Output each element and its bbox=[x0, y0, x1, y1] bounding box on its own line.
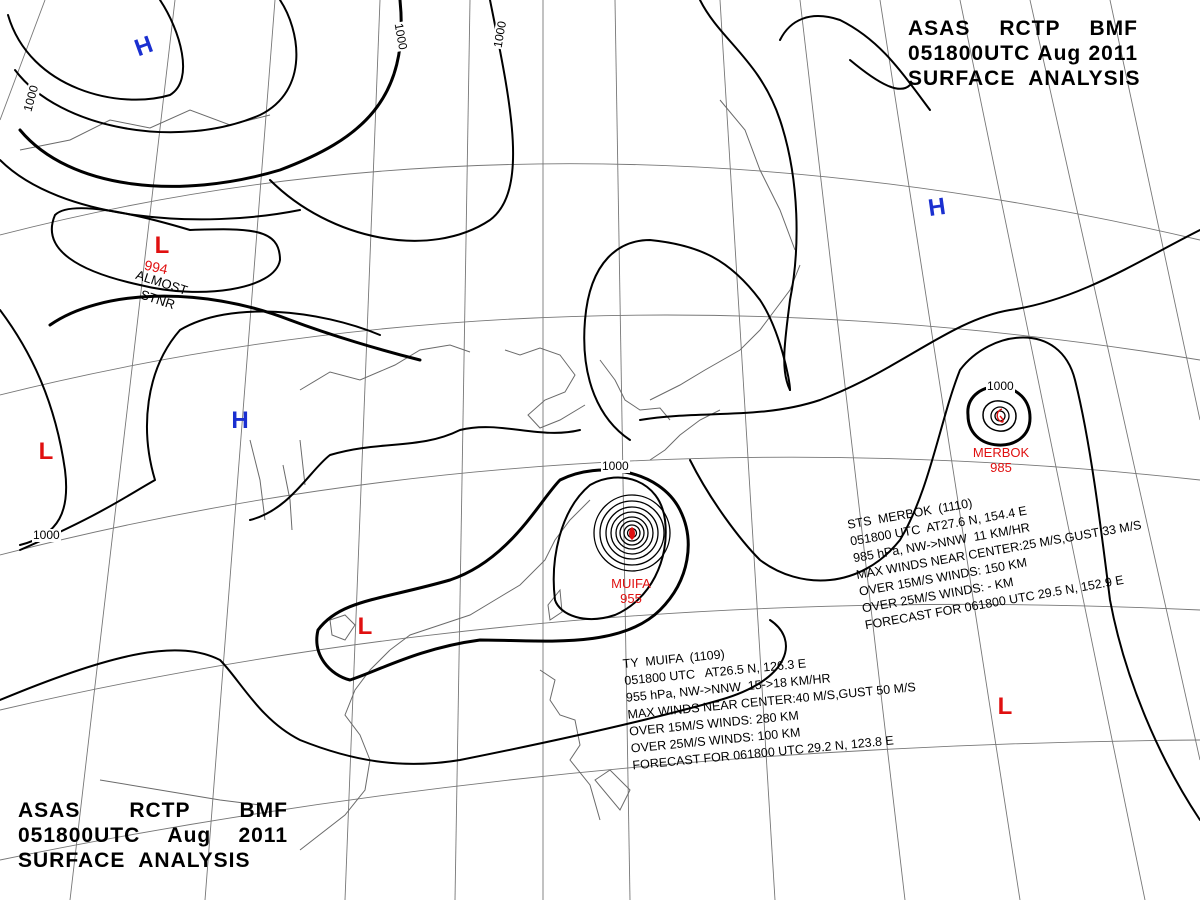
title-month: Aug bbox=[1037, 42, 1082, 65]
title-code: BMF bbox=[1089, 17, 1138, 40]
isobar-label: 1000 bbox=[986, 379, 1015, 393]
title-product: SURFACE ANALYSIS bbox=[18, 849, 251, 872]
isobars bbox=[0, 0, 1200, 821]
title-agency: ASAS bbox=[18, 799, 81, 822]
storm-pressure: 955 bbox=[620, 591, 642, 606]
title-station: RCTP bbox=[999, 17, 1061, 40]
low-pressure-center: L bbox=[357, 613, 373, 640]
storm-name: MUIFA bbox=[611, 576, 651, 591]
isobar-label: 1000 bbox=[32, 528, 61, 542]
high-pressure-center: H bbox=[926, 192, 948, 223]
storm-symbol-merbok bbox=[996, 408, 1004, 423]
title-station: RCTP bbox=[129, 799, 191, 822]
storm-name: MERBOK bbox=[972, 445, 1030, 460]
title-block-top: ASAS RCTP BMF 051800UTC Aug 2011 SURFACE ANA… bbox=[908, 16, 1141, 91]
title-month: Aug bbox=[167, 824, 212, 847]
title-time: 051800UTC bbox=[18, 824, 141, 847]
typhoon-symbol-muifa bbox=[629, 527, 635, 540]
title-year: 2011 bbox=[1088, 42, 1138, 65]
title-time: 051800UTC bbox=[908, 42, 1031, 65]
isobar-label: 1000 bbox=[601, 459, 630, 473]
title-product: SURFACE ANALYSIS bbox=[908, 67, 1141, 90]
low-pressure-center: L bbox=[38, 438, 54, 465]
title-agency: ASAS bbox=[908, 17, 971, 40]
high-pressure-center: H bbox=[231, 407, 249, 434]
low-pressure-center: L bbox=[154, 232, 170, 259]
title-year: 2011 bbox=[238, 824, 288, 847]
storm-label-merbok: MERBOK 985 bbox=[973, 445, 1029, 475]
storm-pressure: 985 bbox=[990, 460, 1012, 475]
low-pressure-center: L bbox=[997, 693, 1013, 720]
title-block-bottom: ASAS RCTP BMF 051800UTC Aug 2011 SURFACE ANA… bbox=[18, 798, 288, 873]
title-code: BMF bbox=[239, 799, 288, 822]
storm-label-muifa: MUIFA 955 bbox=[611, 576, 651, 606]
